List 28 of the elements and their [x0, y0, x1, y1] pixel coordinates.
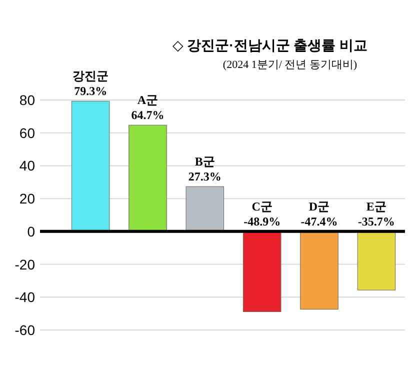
bar: [186, 186, 224, 232]
data-label: -35.7%: [358, 214, 395, 228]
data-label: -48.9%: [244, 214, 281, 228]
data-label: 27.3%: [188, 170, 222, 184]
y-tick-label: 60: [19, 124, 36, 141]
bar: [357, 231, 396, 290]
y-tick-label: -20: [14, 256, 36, 272]
x-tick-label: A군: [137, 93, 158, 108]
y-tick-label: -40: [14, 289, 36, 306]
data-label: 79.3%: [74, 84, 108, 98]
x-tick-label: D군: [308, 199, 330, 214]
y-tick-label: 0: [27, 223, 36, 240]
x-tick-label: E군: [366, 199, 386, 214]
data-label: -47.4%: [300, 214, 338, 228]
x-tick-label: 강진군: [72, 69, 109, 84]
y-tick-label: 40: [19, 158, 36, 174]
y-tick-label: -60: [14, 322, 36, 338]
x-tick-label: C군: [252, 199, 272, 214]
bar: [242, 231, 282, 312]
bar: [128, 124, 167, 232]
chart-title: ◇ 강진군·전남시군 출생률 비교: [172, 37, 368, 53]
x-tick-label: B군: [194, 154, 215, 169]
chart-subtitle: (2024 1분기/ 전년 동기대비): [222, 59, 358, 71]
data-label: 64.7%: [131, 108, 164, 122]
bar: [300, 231, 338, 310]
y-tick-label: 20: [19, 190, 36, 207]
bar: [71, 100, 110, 232]
y-tick-label: 80: [19, 92, 36, 108]
